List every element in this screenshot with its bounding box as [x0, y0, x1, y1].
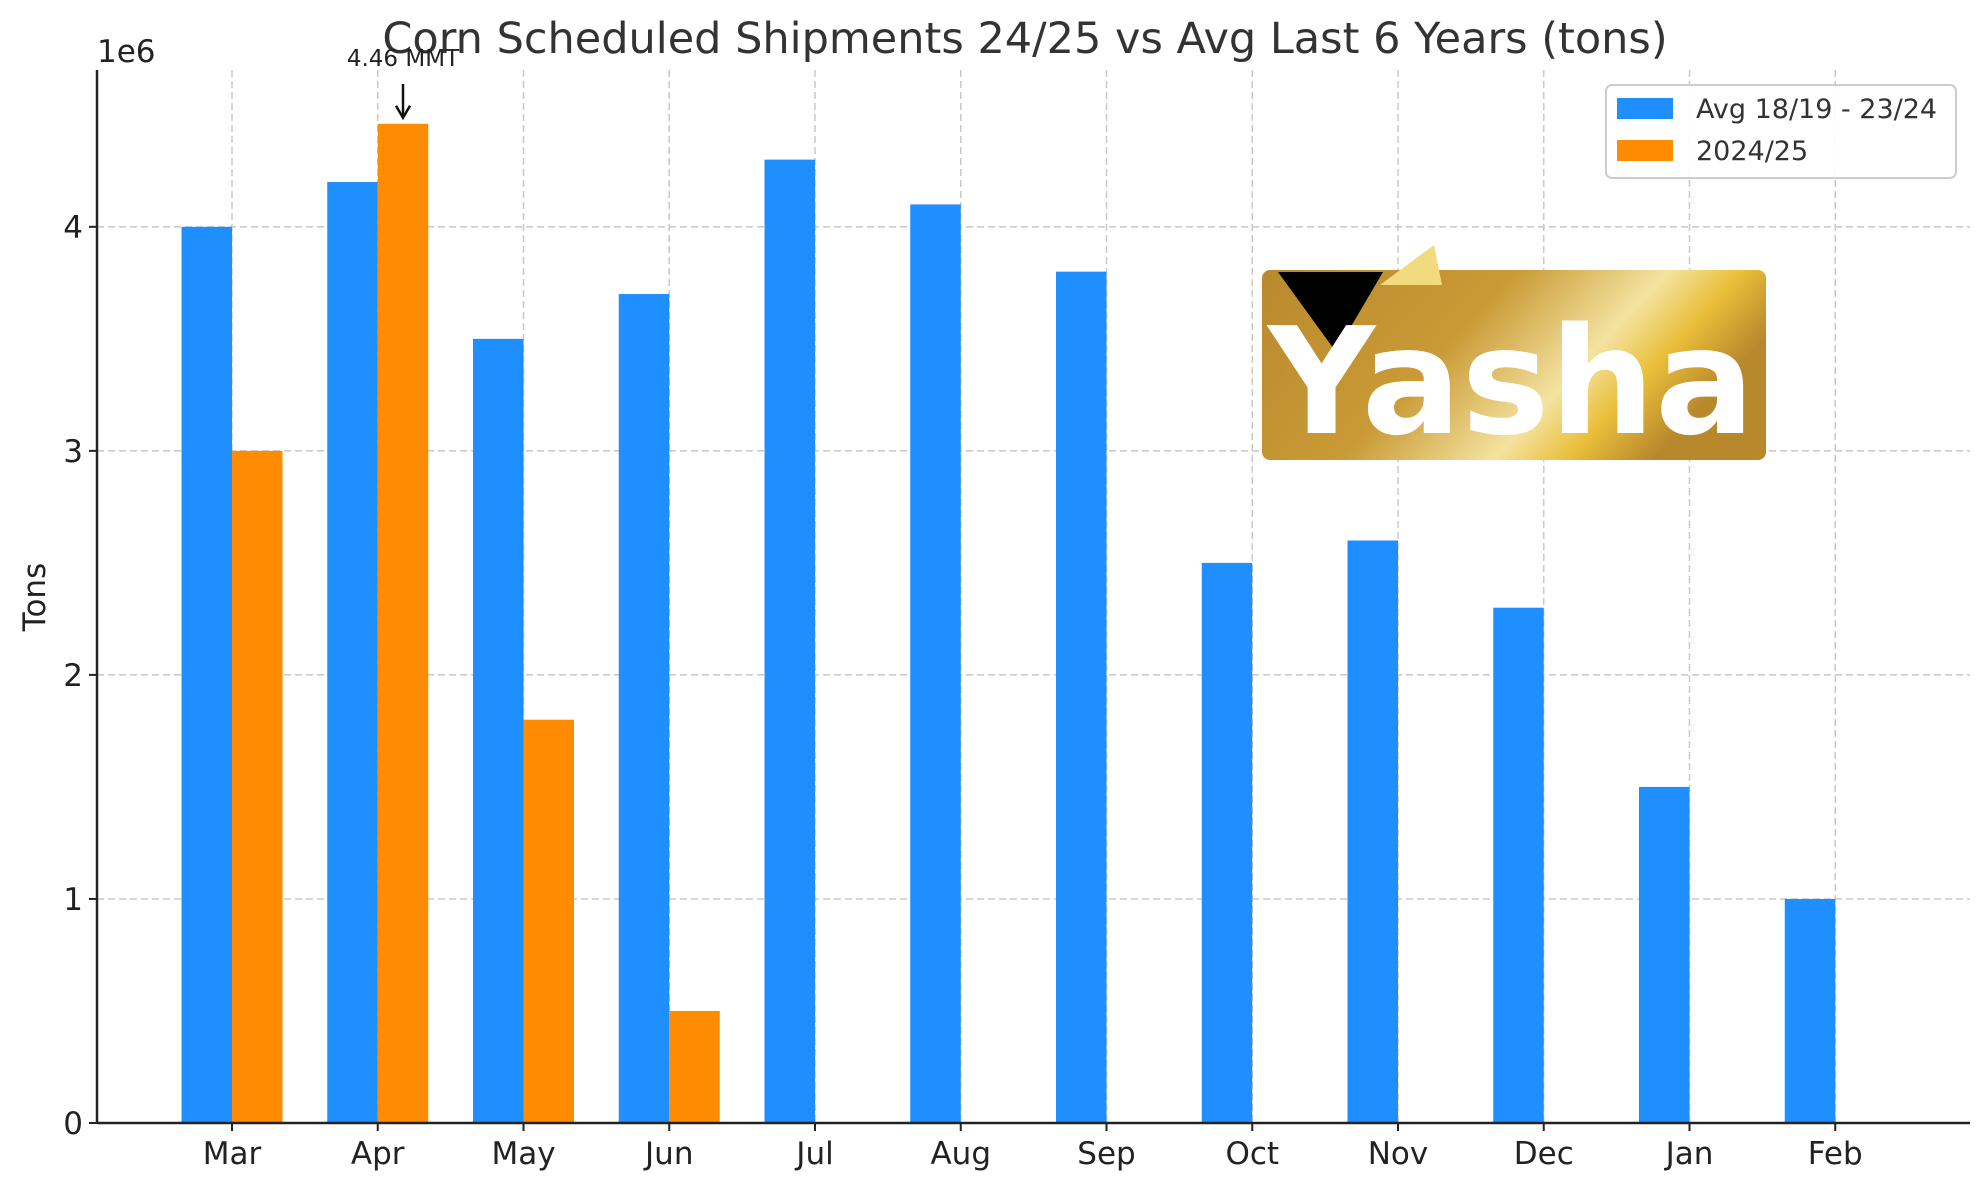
y-tick-label: 0 — [63, 1106, 83, 1142]
bar-avg — [1493, 607, 1544, 1123]
svg-text:Yashar: Yashar — [1266, 296, 1828, 468]
y-tick-label: 4 — [63, 210, 83, 246]
legend: Avg 18/19 - 23/24 2024/25 — [1605, 84, 1957, 179]
x-tick-label: Mar — [203, 1136, 262, 1172]
y-tick-label: 1 — [63, 882, 83, 918]
y-tick-label: 2 — [63, 658, 83, 694]
x-tick-label: Sep — [1077, 1136, 1135, 1172]
x-tick-label: Jun — [643, 1136, 693, 1172]
annotations: 4.46 MMT — [347, 46, 460, 121]
chart-title: Corn Scheduled Shipments 24/25 vs Avg La… — [382, 14, 1667, 64]
bar-2024-25 — [523, 719, 574, 1123]
x-tick-label: May — [491, 1136, 555, 1172]
yashar-logo: Yashar — [1262, 245, 1828, 468]
legend-frame — [1605, 84, 1957, 179]
bar-2024-25 — [669, 1010, 720, 1123]
bar-avg — [1201, 562, 1253, 1123]
x-tick-label: Oct — [1225, 1136, 1279, 1172]
bar-avg — [181, 226, 232, 1124]
legend-label: 2024/25 — [1696, 136, 1808, 167]
bar-avg — [618, 294, 670, 1123]
bar-avg — [1056, 271, 1107, 1123]
x-tick-label: Jul — [794, 1136, 833, 1172]
annotation-arrow-head — [394, 105, 412, 121]
x-tick-label: Jan — [1664, 1136, 1714, 1172]
bar-2024-25 — [377, 123, 429, 1124]
x-tick-label: Dec — [1514, 1136, 1574, 1172]
annotation-label: 4.46 MMT — [347, 46, 460, 72]
bar-2024-25 — [232, 450, 283, 1124]
y-offset-label: 1e6 — [97, 34, 156, 70]
legend-swatch — [1617, 140, 1673, 161]
bar-avg — [1639, 786, 1690, 1123]
x-tick-label: Nov — [1368, 1136, 1429, 1172]
legend-swatch — [1617, 98, 1673, 119]
bar-avg — [327, 182, 378, 1124]
x-tick-label: Feb — [1808, 1136, 1863, 1172]
bar-avg — [473, 338, 524, 1123]
bar-avg — [1784, 898, 1836, 1123]
bar-avg — [1347, 540, 1398, 1123]
bars — [181, 123, 1836, 1124]
x-tick-label: Apr — [351, 1136, 405, 1172]
legend-label: Avg 18/19 - 23/24 — [1696, 94, 1937, 125]
y-axis-label: Tons — [17, 563, 53, 632]
x-tick-label: Aug — [930, 1136, 991, 1172]
axes — [95, 70, 1970, 1125]
bar-avg — [910, 204, 961, 1123]
tick-labels: 0 1 2 3 4 Mar Apr May Jun Jul Aug Sep Oct Nov Dec Jan Fe… — [63, 210, 1862, 1172]
y-tick-label: 3 — [63, 434, 83, 470]
bar-avg — [764, 159, 815, 1124]
